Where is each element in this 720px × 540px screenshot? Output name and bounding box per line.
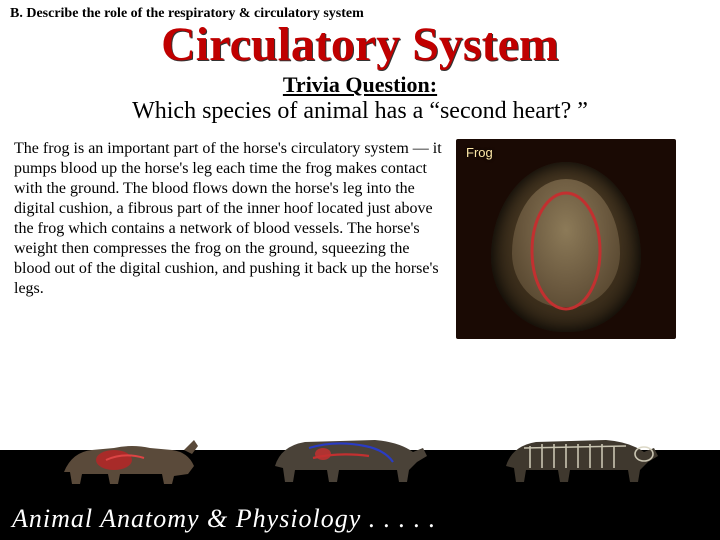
dog-anatomy-left <box>54 422 204 486</box>
content-row: The frog is an important part of the hor… <box>0 133 720 339</box>
body-paragraph: The frog is an important part of the hor… <box>14 139 444 339</box>
frog-outline-icon <box>521 186 611 316</box>
cow-anatomy-center <box>265 418 435 486</box>
trivia-heading: Trivia Question: <box>0 72 720 98</box>
hoof-figure: Frog <box>456 139 676 339</box>
trivia-question: Which species of animal has a “second he… <box>20 98 700 124</box>
page-title: Circulatory System <box>0 20 720 70</box>
cow-skeleton-right <box>496 418 666 486</box>
footer-animals-row <box>0 416 720 486</box>
hoof-frog-label: Frog <box>466 145 493 160</box>
footer-title: Animal Anatomy & Physiology . . . . . <box>12 504 436 534</box>
footer-banner: Animal Anatomy & Physiology . . . . . <box>0 450 720 540</box>
